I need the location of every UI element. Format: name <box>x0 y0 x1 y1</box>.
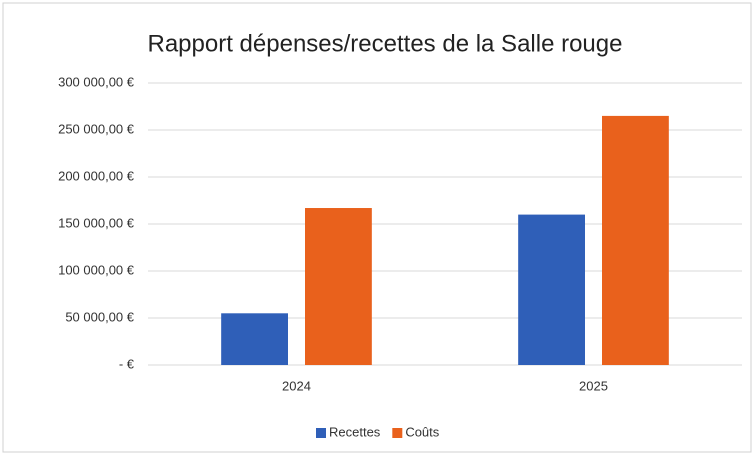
y-tick-label: 300 000,00 € <box>58 74 135 89</box>
y-tick-label: 250 000,00 € <box>58 121 135 136</box>
bar <box>221 313 288 365</box>
legend-swatch <box>316 428 326 438</box>
bar <box>602 115 669 366</box>
legend-label: Recettes <box>329 424 381 439</box>
legend-label: Coûts <box>405 424 439 439</box>
y-tick-label: 100 000,00 € <box>58 262 135 277</box>
x-tick-label: 2025 <box>579 378 608 393</box>
y-tick-label: 50 000,00 € <box>65 309 134 324</box>
y-tick-label: 150 000,00 € <box>58 215 135 230</box>
y-tick-label: - € <box>119 356 135 371</box>
bar <box>518 214 585 365</box>
x-tick-label: 2024 <box>282 378 311 393</box>
legend-swatch <box>392 428 403 438</box>
chart-title: Rapport dépenses/recettes de la Salle ro… <box>148 30 623 57</box>
bar <box>305 208 372 365</box>
y-tick-label: 200 000,00 € <box>58 168 135 183</box>
